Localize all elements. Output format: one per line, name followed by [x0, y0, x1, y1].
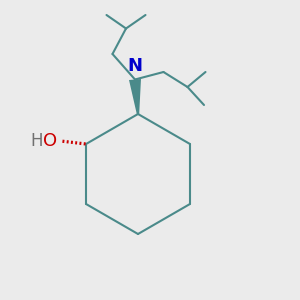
Text: O: O: [43, 132, 57, 150]
Text: H: H: [31, 132, 43, 150]
Polygon shape: [129, 79, 141, 114]
Text: N: N: [128, 57, 142, 75]
